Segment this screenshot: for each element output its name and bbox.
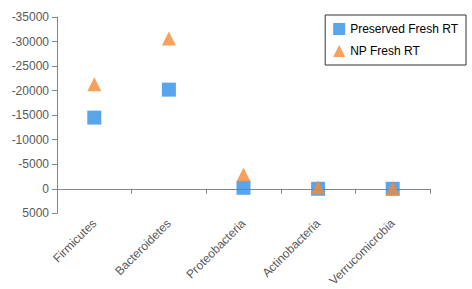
- svg-text:-30000: -30000: [12, 35, 50, 49]
- svg-text:Proteobacteria: Proteobacteria: [183, 216, 248, 281]
- svg-text:0: 0: [42, 182, 49, 196]
- svg-text:-5000: -5000: [18, 157, 49, 171]
- svg-text:-15000: -15000: [12, 108, 50, 122]
- svg-text:Verrucomicrobia: Verrucomicrobia: [327, 216, 398, 287]
- svg-text:Bacteroidetes: Bacteroidetes: [112, 216, 174, 278]
- svg-text:Firmicutes: Firmicutes: [50, 216, 99, 265]
- svg-text:-20000: -20000: [12, 84, 50, 98]
- svg-text:-35000: -35000: [12, 10, 50, 24]
- svg-text:5000: 5000: [22, 206, 49, 220]
- svg-text:Preserved Fresh RT: Preserved Fresh RT: [350, 22, 458, 36]
- svg-text:NP Fresh RT: NP Fresh RT: [350, 44, 420, 58]
- svg-text:-25000: -25000: [12, 59, 50, 73]
- svg-text:Actinobacteria: Actinobacteria: [259, 216, 323, 280]
- svg-text:-10000: -10000: [12, 133, 50, 147]
